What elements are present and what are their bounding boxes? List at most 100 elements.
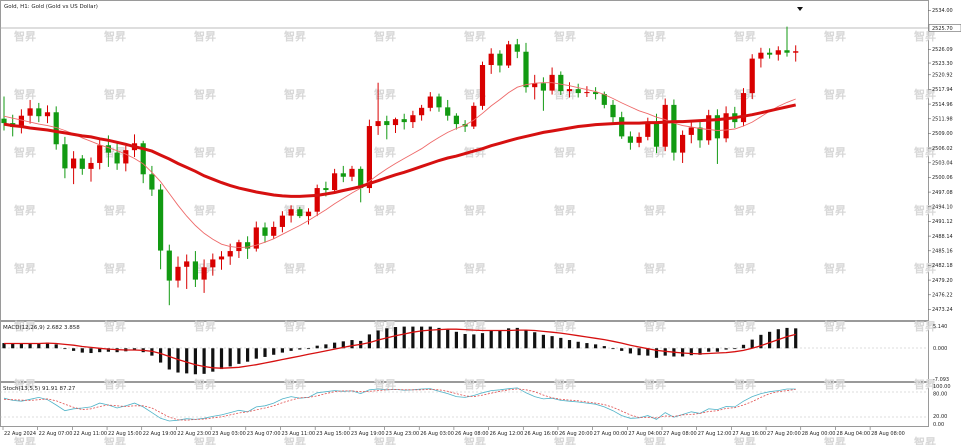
- candle: [253, 221, 259, 252]
- watermark-mark: 智昇: [374, 261, 396, 275]
- candle-body: [575, 89, 581, 94]
- price-tick-label: 2514.96: [932, 102, 953, 108]
- candle: [288, 205, 294, 223]
- macd-bar: [54, 344, 58, 349]
- macd-tick-label: 0.000: [933, 346, 947, 352]
- candle: [758, 47, 764, 68]
- macd-bar: [550, 336, 554, 349]
- watermark-mark: 智昇: [194, 87, 216, 101]
- candle: [714, 109, 720, 164]
- candle-body: [680, 134, 686, 153]
- candle-body: [140, 143, 146, 175]
- watermark-mark: 智昇: [824, 145, 846, 159]
- macd-bar: [567, 340, 572, 349]
- candle-body: [262, 227, 268, 236]
- time-tick-label: 23 Aug 03:00: [212, 431, 246, 437]
- macd-bar: [98, 348, 102, 353]
- time-tick-label: 23 Aug 15:00: [316, 431, 350, 437]
- candle-body: [366, 126, 372, 189]
- price-tick-label: 2520.92: [932, 73, 953, 79]
- watermark-mark: 智昇: [644, 261, 666, 275]
- macd-bar: [637, 348, 641, 356]
- candle: [314, 184, 320, 217]
- candle: [375, 82, 381, 135]
- watermark-mark: 智昇: [194, 29, 216, 43]
- watermark-mark: 智昇: [734, 377, 756, 391]
- candle-body: [688, 127, 694, 135]
- candle: [453, 113, 459, 130]
- macd-bar: [324, 344, 328, 349]
- time-tick-label: 22 Aug 19:00: [143, 431, 177, 437]
- candle: [662, 98, 668, 152]
- watermark-mark: 智昇: [464, 377, 486, 391]
- macd-bar: [167, 348, 171, 370]
- time-axis: 22 Aug 2024 22 Aug 07:00 22 Aug 11:00 22 Au…: [2, 427, 905, 437]
- macd-bar: [350, 340, 354, 349]
- watermark-mark: 智昇: [14, 29, 36, 43]
- macd-bar: [80, 348, 84, 353]
- macd-bar: [437, 327, 441, 349]
- candle-body: [384, 121, 390, 126]
- macd-bar: [750, 339, 754, 349]
- candle-body: [793, 51, 799, 53]
- watermark-mark: 智昇: [104, 87, 126, 101]
- candle: [471, 102, 477, 129]
- candle: [410, 110, 416, 129]
- candle: [653, 113, 660, 154]
- candle-body: [375, 121, 381, 127]
- macd-bar: [63, 348, 67, 350]
- candle: [236, 239, 242, 258]
- watermark-mark: 智昇: [464, 435, 486, 445]
- macd-bar: [472, 334, 476, 349]
- candle: [340, 165, 346, 183]
- candle: [671, 99, 677, 161]
- macd-bar: [507, 328, 511, 349]
- candle: [227, 243, 233, 265]
- macd-bar: [741, 344, 746, 349]
- candle-body: [410, 115, 416, 123]
- watermark-mark: 智昇: [284, 145, 306, 159]
- watermark-mark: 智昇: [554, 29, 576, 43]
- time-tick-label: 28 Aug 08:00: [871, 431, 905, 437]
- candle: [262, 222, 268, 243]
- time-tick-label: 22 Aug 11:00: [73, 431, 107, 437]
- candle: [419, 104, 425, 121]
- macd-bar: [263, 348, 267, 357]
- watermark-mark: 智昇: [14, 261, 36, 275]
- watermark-mark: 智昇: [734, 145, 756, 159]
- candle: [358, 166, 364, 203]
- current-price-tag: 2525.70: [928, 24, 961, 32]
- candle-body: [349, 168, 355, 177]
- macd-bar: [211, 348, 215, 372]
- candle-body: [123, 150, 129, 164]
- candle-body: [767, 52, 773, 55]
- time-tick-label: 22 Aug 2024: [4, 431, 36, 437]
- macd-bar: [620, 348, 624, 351]
- candle: [401, 113, 407, 130]
- macd-bar: [541, 334, 545, 349]
- watermark-mark: 智昇: [104, 261, 126, 275]
- candle-body: [558, 74, 564, 92]
- macd-bar: [315, 345, 319, 349]
- macd-bar: [2, 343, 6, 349]
- watermark-mark: 智昇: [374, 319, 396, 333]
- watermark-mark: 智昇: [734, 203, 756, 217]
- candle: [175, 256, 181, 288]
- macd-bar: [393, 327, 398, 349]
- candle-body: [105, 145, 111, 153]
- price-tick-label: 2476.22: [932, 293, 953, 299]
- macd-bar: [402, 326, 406, 349]
- candle: [584, 86, 590, 98]
- candle: [201, 259, 207, 293]
- watermark-mark: 智昇: [554, 435, 576, 445]
- time-tick-label: 23 Aug 07:00: [247, 431, 281, 437]
- pane-frames: [0, 0, 929, 427]
- candle-body: [749, 58, 755, 94]
- chart-shift-icon[interactable]: [797, 7, 803, 11]
- watermark-mark: 智昇: [14, 203, 36, 217]
- watermark-mark: 智昇: [824, 261, 846, 275]
- macd-bar: [768, 331, 772, 349]
- macd-bar: [176, 348, 180, 373]
- price-tick-label: 2491.12: [932, 219, 953, 225]
